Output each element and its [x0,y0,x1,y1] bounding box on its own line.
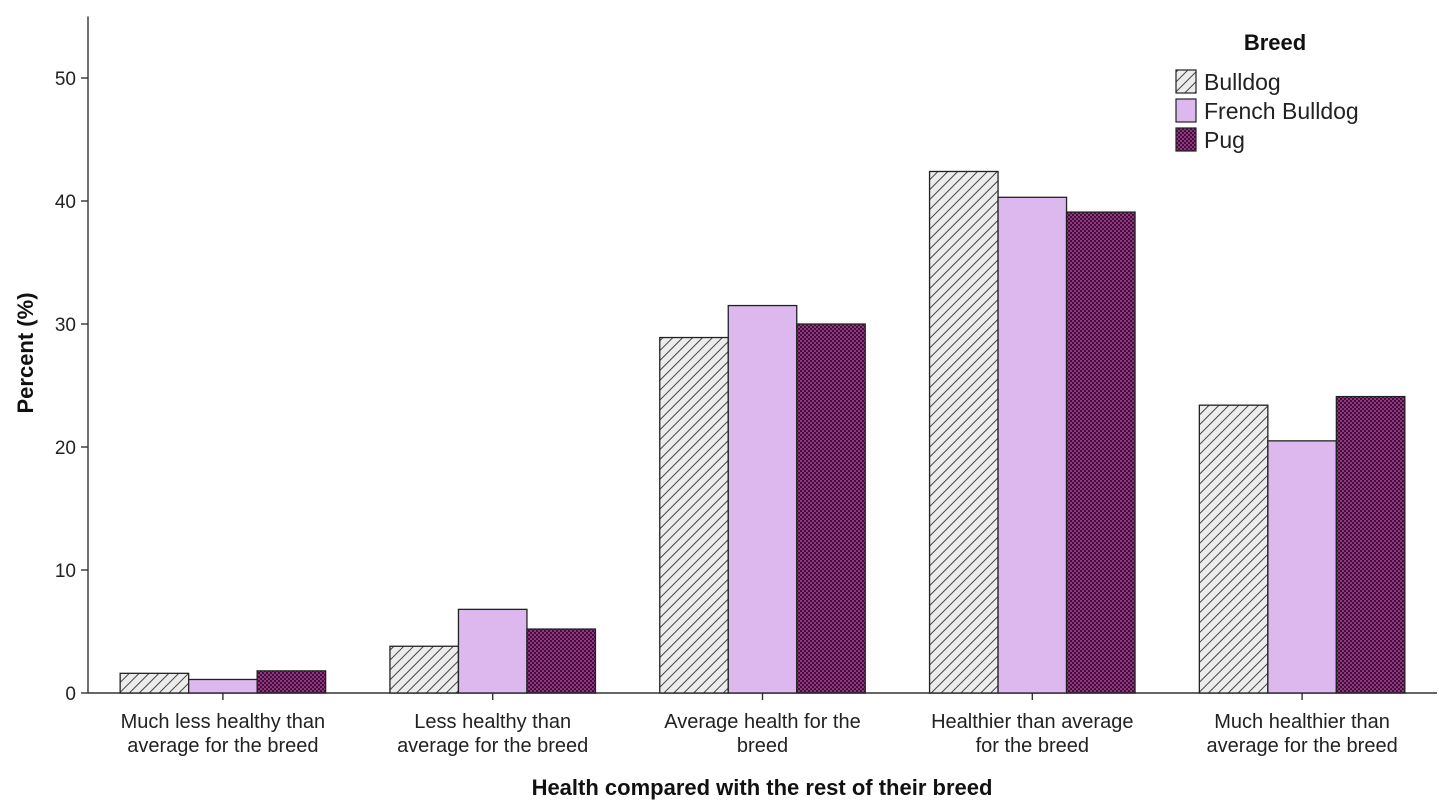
y-tick-label: 40 [55,192,76,213]
bar-french-bulldog [727,304,798,694]
y-tick-label: 20 [55,438,76,459]
bar-french-bulldog [187,678,258,694]
bar-pug [1335,395,1406,694]
bar-french-bulldog [1267,440,1337,694]
x-tick-label: Much healthier than average for the breed [1206,711,1397,757]
x-tick-label: Less healthy than average for the breed [397,711,588,757]
bar-bulldog [389,645,460,694]
x-tick-label: Average health for the breed [664,711,860,757]
bar-french-bulldog [457,608,528,694]
legend-title: Breed [1244,30,1306,55]
legend-swatch [1175,69,1197,94]
bar-pug [526,628,597,694]
bar-bulldog [928,170,999,694]
x-axis-title: Health compared with the rest of their b… [532,775,993,800]
y-axis-title: Percent (%) [13,292,38,413]
legend-label: Bulldog [1204,69,1281,95]
bar-bulldog [119,672,190,694]
bar-pug [256,670,327,694]
y-tick-label: 50 [55,69,76,90]
bar-bulldog [1198,404,1269,694]
legend-swatch [1175,98,1197,123]
legend-swatch [1175,127,1197,152]
bar-pug [796,323,866,694]
legend: Breed Bulldog French Bulldog Pug [1175,30,1359,153]
legend-label: French Bulldog [1204,98,1359,124]
x-tick-labels: Much less healthy than average for the br… [121,711,1398,757]
x-tick-label: Much less healthy than average for the br… [121,711,326,757]
y-tick-label: 10 [55,561,76,582]
chart-bars [119,170,1406,694]
x-tick-label: Healthier than average for the breed [931,711,1133,757]
bar-bulldog [659,336,729,694]
bar-pug [1065,211,1136,694]
legend-label: Pug [1204,127,1245,153]
bar-french-bulldog [997,196,1068,694]
y-tick-label: 30 [55,315,76,336]
y-tick-label: 0 [65,684,76,705]
